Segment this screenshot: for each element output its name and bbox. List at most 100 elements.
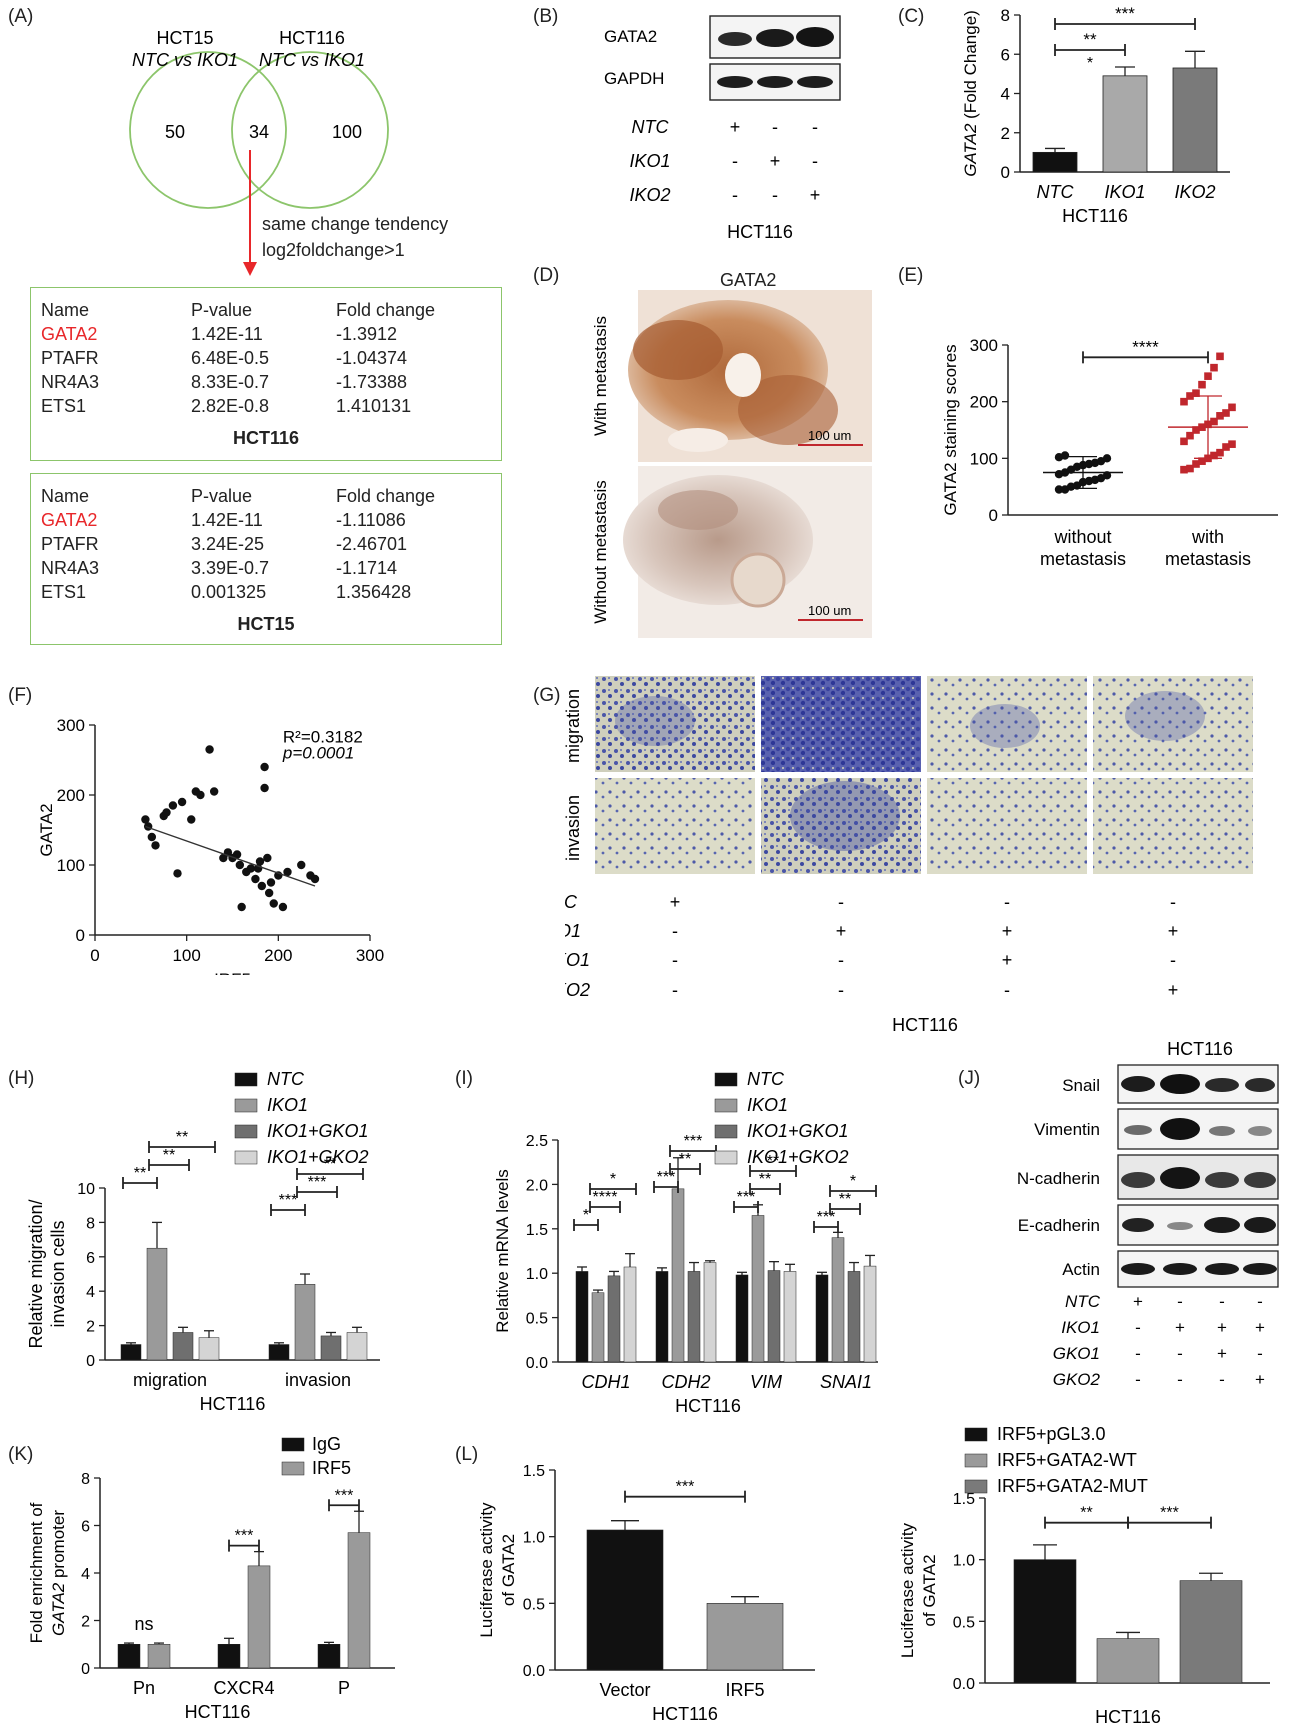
data-point [297,860,306,870]
y-tick-label: 8 [86,1215,95,1232]
blot-band [756,29,794,47]
y-axis-label: invasion cells [48,1220,68,1327]
table-row-p: 0.001325 [191,582,267,602]
row-label-migration: migration [565,689,583,763]
data-point [251,874,260,884]
data-point [1192,426,1200,434]
legend-label: IKO1+GKO2 [747,1147,849,1167]
table-title: HCT15 [237,614,295,634]
y-tick-label: 1.0 [953,1553,975,1570]
y-tick-label: 4 [1001,85,1010,104]
data-point [269,899,278,908]
arrow-note-2: log2foldchange>1 [262,240,405,260]
sig-label: ** [1080,1505,1092,1522]
band-label: GATA2 [604,27,657,46]
panel-k-label: (K) [8,1444,34,1465]
data-point [1192,389,1200,397]
transwell-image [1093,778,1253,874]
arrow-note-1: same change tendency [262,214,449,234]
data-point [219,853,228,863]
band-label: Snail [1062,1076,1100,1095]
sig-label: ** [324,1156,336,1173]
bar [317,1644,341,1669]
blot-band [1160,1167,1200,1189]
sig-label: *** [676,1479,695,1496]
table-row-p: 1.42E-11 [191,324,263,344]
sig-label: ** [839,1191,851,1208]
venn-left-title: HCT15 [156,28,213,48]
row-label-without: Without metastasis [591,480,610,624]
y-tick-label: 6 [1001,45,1010,64]
bar [767,1270,781,1363]
transwell-image [927,778,1087,874]
bar [815,1274,829,1363]
panel-d-label: (D) [533,265,560,286]
cond-label: GKO1 [1053,1344,1100,1363]
venn-right-count: 100 [332,122,362,142]
sig-label: *** [308,1174,327,1191]
cond-mark: - [838,950,844,970]
blot-band [1121,1263,1155,1275]
panel-h-label: (H) [8,1068,35,1089]
y-tick-label: 2.0 [526,1177,548,1194]
data-point [143,822,153,831]
cond-mark: + [1002,950,1013,970]
y-axis-label: GATA2 promoter [49,1510,68,1636]
y-tick-label: 100 [970,449,998,468]
cond-mark: - [1257,1292,1263,1311]
transwell-image [1093,676,1253,772]
data-point [1222,443,1230,451]
data-point [205,745,214,754]
cond-mark: + [1168,980,1179,1000]
bar [671,1188,685,1363]
cond-mark: - [1219,1370,1225,1389]
bar [347,1532,371,1669]
table-row-name: ETS1 [41,582,87,602]
y-tick-label: 6 [81,1519,90,1536]
legend-swatch [234,1072,258,1087]
x-axis-label: IRF5 [214,970,251,975]
cond-mark: - [1170,892,1176,912]
y-tick-label: 200 [970,393,998,412]
x-tick-label: CDH1 [581,1372,630,1392]
sig-label: * [583,1207,589,1224]
bar [1172,67,1218,173]
x-tick-label: Pn [133,1678,155,1698]
blot-band [1205,1078,1239,1092]
bar [198,1337,220,1361]
y-tick-label: 8 [81,1471,90,1488]
sig-label: ** [759,1171,771,1188]
data-point [246,864,256,873]
band-label: N-cadherin [1017,1169,1100,1188]
blot-band [1167,1222,1193,1230]
sig-label: ns [134,1614,153,1634]
venn-right-title: HCT116 [279,28,345,48]
table-row-p: 2.82E-0.8 [191,396,270,416]
y-axis-label: of GATA2 [920,1554,939,1626]
table-row-fc: -1.11086 [336,510,406,530]
data-point [1228,440,1236,448]
y-tick-label: 0 [1001,163,1010,182]
data-point [260,762,269,772]
red-arrow [243,150,257,276]
venn-right-sub: NTC vs IKO1 [259,50,365,70]
sig-label: *** [817,1209,836,1226]
cond-mark: + [1255,1318,1265,1337]
sig-label: ** [679,1151,691,1168]
y-axis-label: GATA2 (Fold Change) [961,10,980,177]
x-axis-label: HCT116 [1095,1707,1161,1727]
data-point [232,850,242,859]
y-tick-label: 0 [81,1661,90,1678]
x-tick-label: IRF5 [725,1680,764,1700]
legend-label: IRF5+pGL3.0 [997,1424,1106,1444]
y-tick-label: 2 [81,1614,90,1631]
cond-mark: + [670,892,681,912]
panel-e-label: (E) [898,265,924,286]
table-row-fc: -1.73388 [336,372,408,392]
transwell-images: migration invasion NTC + - - - IKO1 - + … [565,676,1253,1035]
bar [706,1603,784,1671]
cond-mark: + [1133,1292,1143,1311]
y-tick-label: 300 [57,716,85,735]
